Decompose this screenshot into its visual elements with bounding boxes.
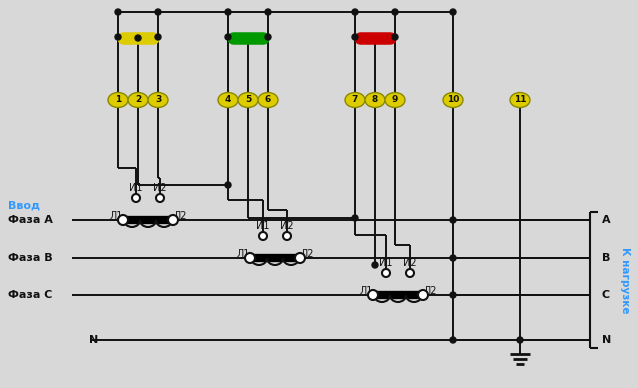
Text: Л2: Л2 bbox=[174, 211, 187, 221]
Ellipse shape bbox=[108, 92, 128, 107]
Text: Л2: Л2 bbox=[300, 249, 314, 259]
Ellipse shape bbox=[148, 92, 168, 107]
Circle shape bbox=[156, 194, 164, 202]
Text: К нагрузке: К нагрузке bbox=[620, 247, 630, 313]
Ellipse shape bbox=[258, 92, 278, 107]
Circle shape bbox=[225, 182, 231, 188]
Text: 11: 11 bbox=[514, 95, 526, 104]
Text: И1: И1 bbox=[130, 183, 143, 193]
Text: В: В bbox=[602, 253, 611, 263]
Circle shape bbox=[168, 215, 178, 225]
Circle shape bbox=[392, 9, 398, 15]
Circle shape bbox=[352, 34, 358, 40]
Text: 8: 8 bbox=[372, 95, 378, 104]
Ellipse shape bbox=[345, 92, 365, 107]
Circle shape bbox=[352, 215, 358, 221]
Circle shape bbox=[372, 262, 378, 268]
Circle shape bbox=[155, 9, 161, 15]
Circle shape bbox=[392, 34, 398, 40]
Text: Л2: Л2 bbox=[423, 286, 437, 296]
Circle shape bbox=[406, 269, 414, 277]
Ellipse shape bbox=[238, 92, 258, 107]
Circle shape bbox=[352, 9, 358, 15]
Circle shape bbox=[265, 9, 271, 15]
Text: 5: 5 bbox=[245, 95, 251, 104]
Ellipse shape bbox=[443, 92, 463, 107]
Circle shape bbox=[225, 34, 231, 40]
Circle shape bbox=[265, 34, 271, 40]
Text: Л1: Л1 bbox=[236, 249, 249, 259]
Text: 10: 10 bbox=[447, 95, 459, 104]
Text: И2: И2 bbox=[403, 258, 417, 268]
Text: А: А bbox=[602, 215, 611, 225]
Circle shape bbox=[450, 9, 456, 15]
Circle shape bbox=[118, 215, 128, 225]
Circle shape bbox=[135, 35, 141, 41]
Circle shape bbox=[132, 194, 140, 202]
Circle shape bbox=[382, 269, 390, 277]
Circle shape bbox=[368, 290, 378, 300]
Text: Фаза А: Фаза А bbox=[8, 215, 53, 225]
Text: И1: И1 bbox=[379, 258, 393, 268]
Ellipse shape bbox=[385, 92, 405, 107]
Text: Л1: Л1 bbox=[109, 211, 122, 221]
Text: 1: 1 bbox=[115, 95, 121, 104]
Circle shape bbox=[115, 34, 121, 40]
Text: 6: 6 bbox=[265, 95, 271, 104]
Text: Л1: Л1 bbox=[359, 286, 373, 296]
Text: N: N bbox=[602, 335, 611, 345]
Circle shape bbox=[259, 232, 267, 240]
Text: 2: 2 bbox=[135, 95, 141, 104]
Circle shape bbox=[245, 253, 255, 263]
Circle shape bbox=[450, 255, 456, 261]
Text: Фаза С: Фаза С bbox=[8, 290, 52, 300]
Circle shape bbox=[225, 9, 231, 15]
Ellipse shape bbox=[365, 92, 385, 107]
Circle shape bbox=[283, 232, 291, 240]
Text: Ввод: Ввод bbox=[8, 201, 40, 211]
Text: 4: 4 bbox=[225, 95, 231, 104]
Text: 7: 7 bbox=[352, 95, 358, 104]
Circle shape bbox=[115, 9, 121, 15]
Circle shape bbox=[517, 337, 523, 343]
Text: С: С bbox=[602, 290, 610, 300]
Circle shape bbox=[450, 292, 456, 298]
Ellipse shape bbox=[218, 92, 238, 107]
Circle shape bbox=[418, 290, 428, 300]
Text: И2: И2 bbox=[153, 183, 167, 193]
Text: 9: 9 bbox=[392, 95, 398, 104]
Text: 3: 3 bbox=[155, 95, 161, 104]
Circle shape bbox=[295, 253, 305, 263]
Ellipse shape bbox=[128, 92, 148, 107]
Text: N: N bbox=[89, 335, 99, 345]
Text: Фаза В: Фаза В bbox=[8, 253, 52, 263]
Text: И2: И2 bbox=[280, 221, 294, 231]
Circle shape bbox=[450, 337, 456, 343]
Circle shape bbox=[450, 217, 456, 223]
Ellipse shape bbox=[510, 92, 530, 107]
Text: И1: И1 bbox=[256, 221, 270, 231]
Circle shape bbox=[155, 34, 161, 40]
